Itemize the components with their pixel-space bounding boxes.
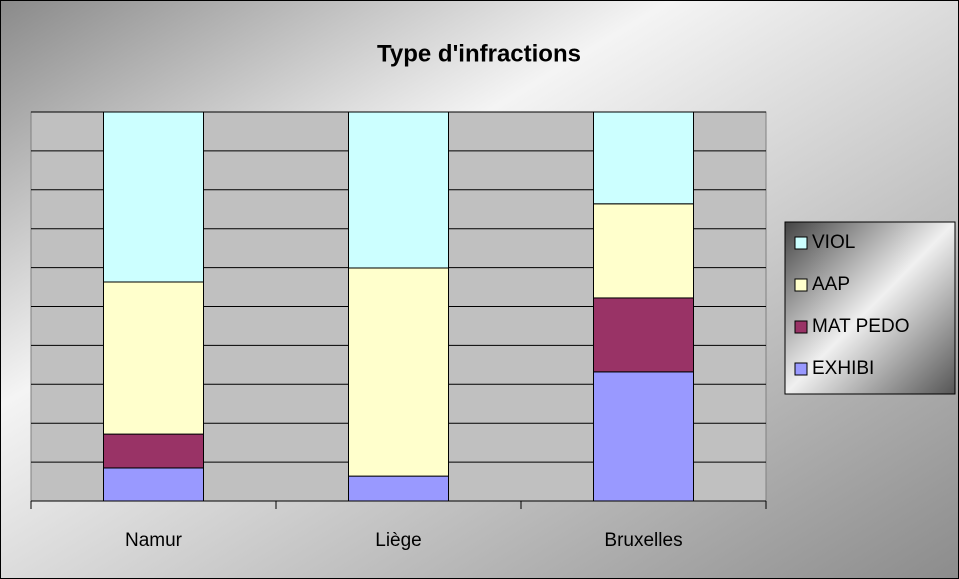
bar-segment — [593, 371, 694, 502]
x-tick-label: Bruxelles — [604, 530, 682, 551]
bar-segment — [593, 111, 694, 205]
legend-swatch — [794, 362, 808, 376]
legend — [784, 221, 956, 395]
chart-title: Type d'infractions — [377, 40, 581, 67]
legend-label: VIOL — [812, 232, 855, 253]
bar-segment — [103, 433, 204, 469]
x-tick-label: Liège — [375, 530, 422, 551]
legend-swatch — [794, 320, 808, 334]
bar-segment — [593, 203, 694, 299]
legend-label: EXHIBI — [812, 358, 874, 379]
bar-segment — [348, 475, 449, 502]
bar-segment — [103, 281, 204, 435]
x-tick-label: Namur — [125, 530, 183, 551]
bar-segment — [103, 467, 204, 502]
legend-swatch — [794, 236, 808, 250]
bar-segment — [348, 111, 449, 269]
bar-segment — [103, 111, 204, 283]
bar-segment — [348, 267, 449, 477]
legend-label: MAT PEDO — [812, 316, 909, 337]
bar-segment — [593, 297, 694, 373]
legend-swatch — [794, 278, 808, 292]
legend-label: AAP — [812, 274, 850, 295]
